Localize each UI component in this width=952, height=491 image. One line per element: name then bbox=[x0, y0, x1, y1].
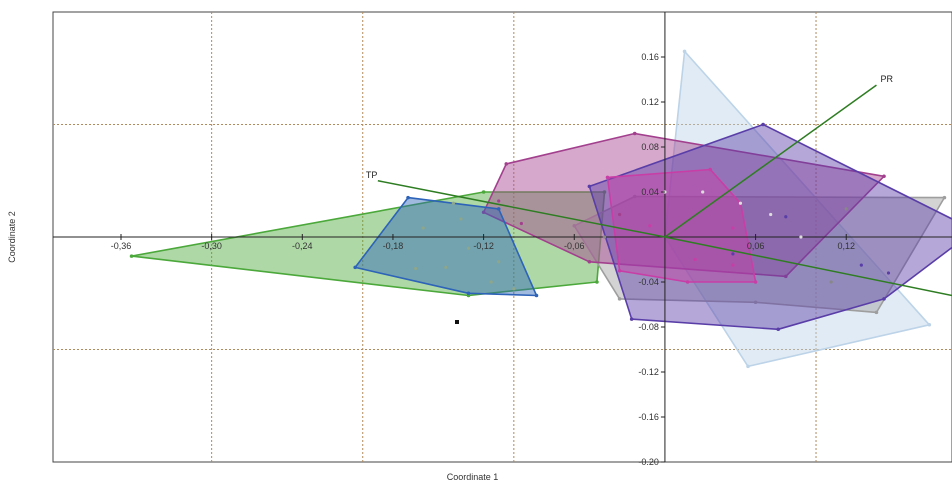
y-tick-label: 0.16 bbox=[641, 52, 659, 62]
hull-vertex bbox=[685, 280, 690, 284]
data-point bbox=[886, 271, 891, 275]
hull-vertex bbox=[632, 194, 637, 199]
data-point bbox=[444, 265, 448, 269]
y-tick-label: -0.08 bbox=[638, 322, 659, 332]
hull-vertex bbox=[496, 207, 501, 211]
hull-vertex bbox=[617, 297, 622, 301]
data-points bbox=[414, 190, 891, 324]
x-tick-labels: -0,36 -0,30 -0,24 -0,18 -0,12 -0,06 0,06 0,12 bbox=[111, 234, 855, 251]
data-point bbox=[844, 207, 848, 211]
data-point bbox=[489, 280, 493, 284]
hull-vertex bbox=[783, 274, 788, 279]
hull-vertex bbox=[481, 210, 486, 215]
data-point bbox=[731, 252, 735, 256]
hull-vertex bbox=[761, 122, 765, 127]
hull-vertex bbox=[534, 293, 539, 298]
y-tick-label: 0.04 bbox=[641, 187, 659, 197]
x-tick-label: 0,06 bbox=[747, 241, 765, 251]
hull-vertex bbox=[595, 280, 599, 284]
x-tick-label: -0,24 bbox=[292, 241, 313, 251]
y-tick-label: -0.04 bbox=[638, 277, 659, 287]
hull-vertex bbox=[882, 297, 886, 301]
hull-vertex bbox=[466, 291, 471, 296]
x-tick-label: 0,12 bbox=[837, 241, 855, 251]
hull-vertex bbox=[682, 49, 687, 54]
hull-vertex bbox=[708, 167, 713, 172]
hull-vertex bbox=[882, 174, 886, 179]
vector-line bbox=[664, 84, 877, 238]
hull-vertex bbox=[617, 268, 622, 273]
data-point bbox=[466, 246, 471, 250]
data-point bbox=[497, 260, 501, 264]
hull-vertex bbox=[927, 322, 932, 327]
vector-label: PR bbox=[880, 74, 893, 84]
x-tick-label: -0,30 bbox=[201, 241, 222, 251]
vector-label: TP bbox=[366, 170, 378, 180]
hull-vertex bbox=[632, 131, 637, 136]
hull-vertex bbox=[874, 310, 879, 315]
x-tick-label: -0,36 bbox=[111, 241, 132, 251]
data-point bbox=[451, 201, 455, 205]
y-tick-label: -0.16 bbox=[638, 412, 659, 422]
data-point bbox=[769, 212, 773, 217]
y-tick-labels: 0.16 0.12 0.08 0.04 -0.04 -0.08 -0.12 -0.16 -0.2… bbox=[638, 52, 665, 467]
vector-line bbox=[664, 236, 952, 297]
vector-line bbox=[377, 180, 666, 238]
hull-vertex bbox=[587, 184, 592, 189]
y-tick-label: -0.12 bbox=[638, 367, 659, 377]
data-point bbox=[701, 190, 705, 194]
hull-vertex bbox=[129, 254, 134, 258]
data-point bbox=[497, 199, 501, 203]
data-point bbox=[799, 235, 803, 239]
x-tick-label: -0,06 bbox=[564, 241, 585, 251]
hull-vertex bbox=[406, 195, 410, 200]
data-point bbox=[421, 226, 425, 230]
data-point bbox=[519, 221, 523, 226]
data-point bbox=[512, 287, 516, 291]
x-tick-label: -0,18 bbox=[383, 241, 404, 251]
marker-square bbox=[455, 320, 459, 324]
hull-vertex bbox=[776, 327, 781, 332]
hull-vertex bbox=[587, 259, 592, 264]
hull-vertex bbox=[605, 175, 610, 180]
hull-vertex bbox=[504, 162, 509, 166]
data-point bbox=[693, 257, 697, 262]
hull-vertex bbox=[942, 195, 947, 200]
data-point bbox=[738, 201, 743, 205]
y-tick-label: 0.08 bbox=[641, 142, 659, 152]
data-point bbox=[829, 280, 833, 284]
hull-vertex bbox=[602, 190, 607, 194]
y-tick-label: 0.12 bbox=[641, 97, 659, 107]
hull-vertex bbox=[746, 364, 750, 369]
convex-hull bbox=[354, 196, 538, 297]
x-tick-label: -0,12 bbox=[473, 241, 494, 251]
x-axis-title: Coordinate 1 bbox=[447, 472, 499, 482]
data-point bbox=[602, 235, 607, 239]
hull-vertex bbox=[353, 265, 357, 270]
data-point bbox=[414, 266, 418, 271]
data-point bbox=[663, 190, 667, 194]
hull-vertex bbox=[481, 190, 486, 194]
biplot-vectors: TPPRB bbox=[366, 74, 952, 297]
y-axis-title: Coordinate 2 bbox=[7, 211, 17, 263]
y-tick-label: -0.20 bbox=[638, 457, 659, 467]
hull-vertex bbox=[753, 300, 758, 305]
data-point bbox=[859, 263, 863, 267]
hull-vertex bbox=[753, 280, 758, 284]
data-point bbox=[617, 212, 622, 217]
hull-vertex bbox=[629, 317, 634, 321]
data-point bbox=[459, 217, 463, 221]
hull-vertex bbox=[572, 223, 577, 228]
data-point bbox=[648, 224, 652, 228]
data-point bbox=[784, 215, 788, 219]
data-point bbox=[731, 263, 735, 267]
data-point bbox=[731, 226, 735, 230]
